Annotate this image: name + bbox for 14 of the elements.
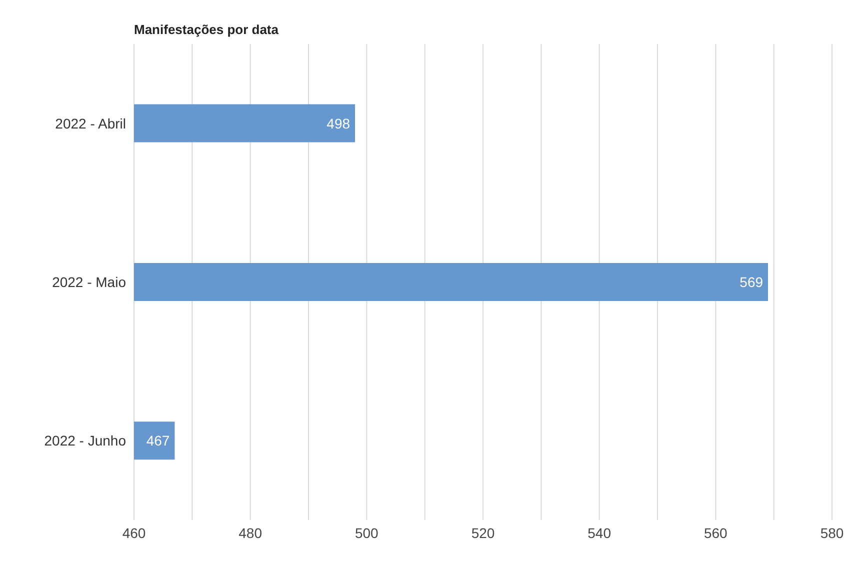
x-tick-label: 580 bbox=[820, 524, 844, 541]
chart-title: Manifestações por data bbox=[134, 22, 278, 37]
data-label: 498 bbox=[326, 115, 350, 132]
data-label: 569 bbox=[740, 274, 764, 290]
x-tick-label: 500 bbox=[354, 524, 379, 541]
x-tick-label: 460 bbox=[122, 524, 146, 541]
x-tick-label: 560 bbox=[704, 524, 728, 541]
x-tick-label: 540 bbox=[588, 524, 612, 541]
data-label: 467 bbox=[146, 432, 170, 449]
x-tick-label: 480 bbox=[238, 524, 262, 541]
y-tick-label: 2022 - Junho bbox=[44, 432, 126, 449]
y-tick-label: 2022 - Maio bbox=[52, 274, 126, 290]
y-tick-label: 2022 - Abril bbox=[55, 115, 126, 132]
x-tick-label: 520 bbox=[471, 524, 495, 541]
